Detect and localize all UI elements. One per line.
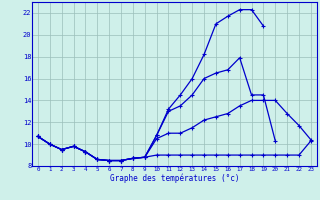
X-axis label: Graphe des températures (°c): Graphe des températures (°c) [110, 173, 239, 183]
